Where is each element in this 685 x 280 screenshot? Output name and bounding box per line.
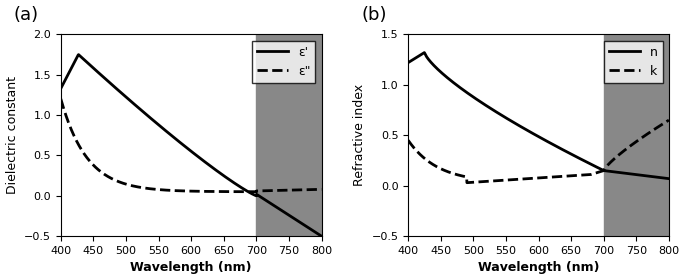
Y-axis label: Refractive index: Refractive index — [353, 84, 366, 186]
X-axis label: Wavelength (nm): Wavelength (nm) — [478, 262, 599, 274]
X-axis label: Wavelength (nm): Wavelength (nm) — [130, 262, 252, 274]
Bar — [603, 34, 669, 236]
Legend: ε', ε": ε', ε" — [251, 41, 315, 83]
Text: (a): (a) — [14, 6, 39, 24]
Bar — [256, 34, 321, 236]
Text: (b): (b) — [361, 6, 387, 24]
Y-axis label: Dielectric constant: Dielectric constant — [5, 76, 18, 194]
Legend: n, k: n, k — [603, 41, 662, 83]
